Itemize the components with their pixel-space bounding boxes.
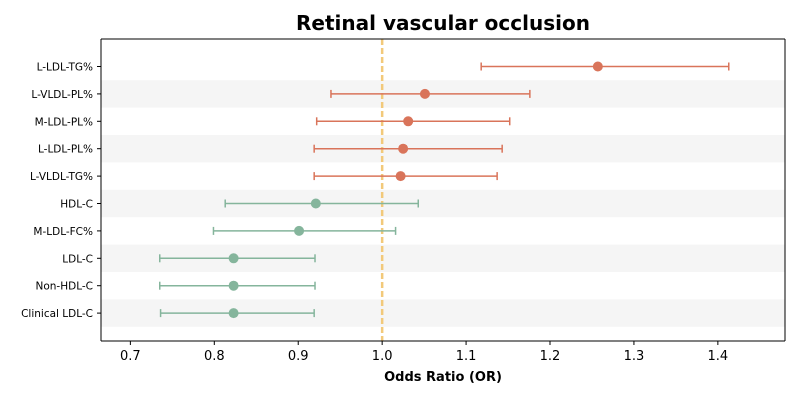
- y-tick-label: L-LDL-TG%: [37, 62, 93, 74]
- chart-marks-layer: [158, 61, 730, 319]
- axes-layer: L-LDL-TG% L-VLDL-PL% M-LDL-PL% L-LDL-PL% L-V…: [21, 38, 786, 364]
- point-estimate: [310, 198, 321, 209]
- x-tick-label: 1.1: [456, 349, 477, 364]
- y-tick-label: Clinical LDL-C: [21, 308, 93, 320]
- x-tick-label: 0.9: [288, 349, 309, 364]
- y-tick-label: L-VLDL-TG%: [30, 171, 93, 183]
- point-estimate: [395, 171, 406, 182]
- y-tick-label: M-LDL-FC%: [33, 226, 93, 238]
- x-axis-label: Odds Ratio (OR): [384, 370, 502, 385]
- x-tick-label: 1.4: [708, 349, 729, 364]
- row-shading-layer: [101, 80, 785, 327]
- x-tick-label: 1.0: [372, 349, 393, 364]
- point-estimate: [419, 88, 430, 99]
- x-tick-label: 0.8: [204, 349, 225, 364]
- x-tick-label: 1.2: [540, 349, 561, 364]
- x-tick-label: 0.7: [120, 349, 141, 364]
- y-tick-label: HDL-C: [60, 199, 93, 211]
- y-tick-label: L-LDL-PL%: [38, 144, 93, 156]
- y-tick-label: L-VLDL-PL%: [31, 89, 93, 101]
- y-tick-label: M-LDL-PL%: [35, 116, 93, 128]
- point-estimate: [228, 253, 239, 264]
- point-estimate: [592, 61, 603, 72]
- row-shade-band: [101, 189, 785, 218]
- y-tick-label: LDL-C: [62, 253, 93, 265]
- point-estimate: [294, 225, 305, 236]
- point-estimate: [228, 280, 239, 291]
- point-estimate: [403, 116, 414, 127]
- chart-title: Retinal vascular occlusion: [296, 11, 590, 35]
- x-tick-label: 1.3: [624, 349, 645, 364]
- point-estimate: [228, 308, 239, 319]
- y-tick-label: Non-HDL-C: [36, 281, 94, 293]
- point-estimate: [398, 143, 409, 154]
